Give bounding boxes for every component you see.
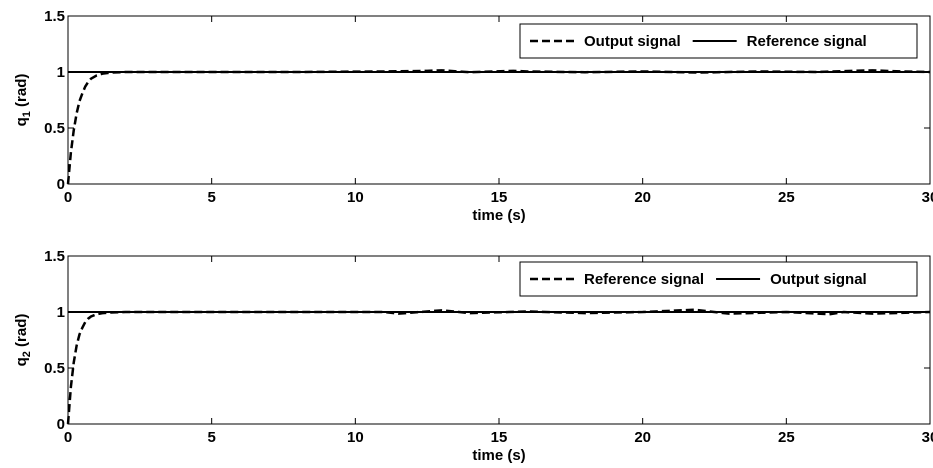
x-tick-label: 0: [64, 429, 72, 446]
x-axis-label: time (s): [472, 207, 525, 224]
x-tick-label: 30: [922, 429, 933, 446]
x-tick-label: 0: [64, 189, 72, 206]
x-tick-label: 25: [778, 189, 795, 206]
y-axis-label: q1 (rad): [13, 74, 33, 127]
x-tick-label: 10: [347, 429, 364, 446]
x-tick-label: 5: [207, 189, 215, 206]
chart-panel-2: 0 5 10 15 20 25 30 0 0.5 1 1.5 time (s) q2 (rad) Refe…: [13, 248, 933, 464]
y-tick-label: 0.5: [44, 120, 65, 137]
x-tick-label: 15: [491, 189, 508, 206]
series-line-1: [66, 69, 931, 185]
x-tick-label: 15: [491, 429, 508, 446]
legend-label-1: Output signal: [584, 33, 681, 50]
y-tick-label: 1.5: [44, 248, 65, 265]
y-tick-label: 0: [57, 416, 65, 433]
x-tick-label: 30: [922, 189, 933, 206]
legend: Output signal Reference signal: [519, 23, 918, 59]
x-tick-label: 10: [347, 189, 364, 206]
y-tick-label: 1: [57, 64, 65, 81]
x-tick-label: 20: [634, 189, 651, 206]
chart-panel-1: 0 5 10 15 20 25 30 0 0.5 1 1.5 time (s) q1 (rad) Outp…: [13, 8, 933, 224]
legend-label-1: Reference signal: [584, 271, 704, 288]
x-tick-label: 20: [634, 429, 651, 446]
y-tick-label: 0: [57, 176, 65, 193]
y-tick-label: 0.5: [44, 360, 65, 377]
legend: Reference signal Output signal: [519, 261, 918, 297]
x-tick-label: 5: [207, 429, 215, 446]
y-axis-label: q2 (rad): [13, 314, 33, 367]
legend-label-2: Reference signal: [747, 33, 867, 50]
x-axis-label: time (s): [472, 447, 525, 464]
y-tick-label: 1: [57, 304, 65, 321]
y-tick-label: 1.5: [44, 8, 65, 25]
legend-label-2: Output signal: [770, 271, 867, 288]
x-tick-label: 25: [778, 429, 795, 446]
